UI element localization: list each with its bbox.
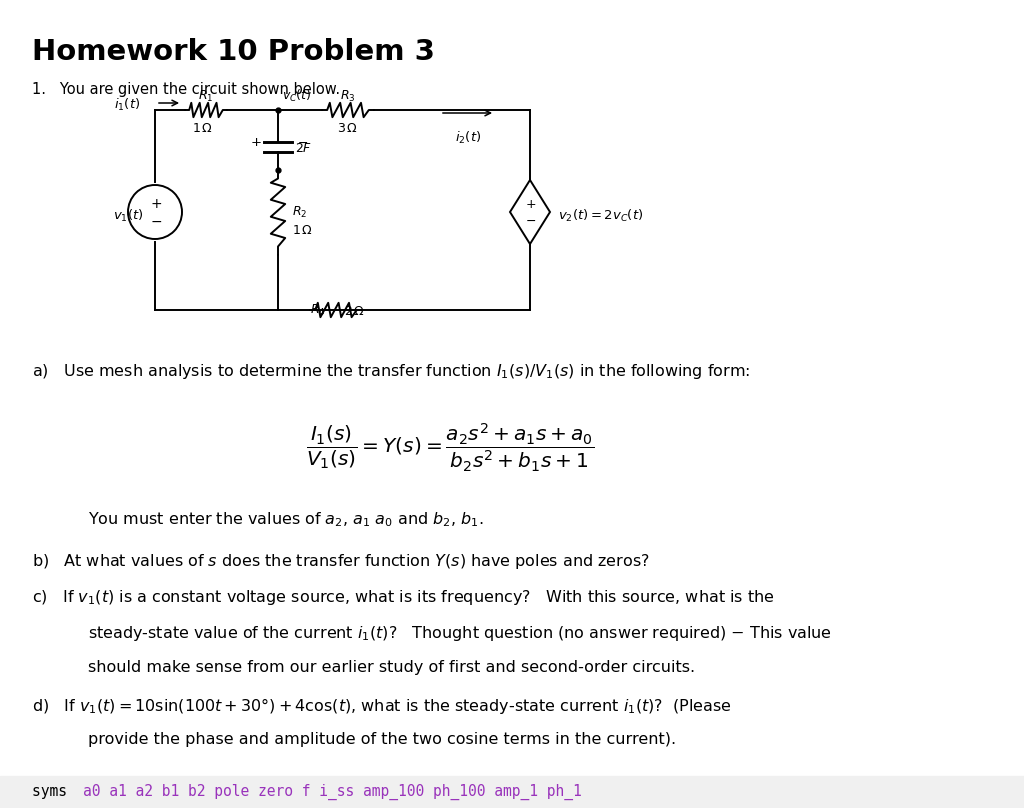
Text: $v_C(t)$: $v_C(t)$ [282,88,311,104]
Text: 1.   You are given the circuit shown below.: 1. You are given the circuit shown below… [32,82,340,97]
Text: should make sense from our earlier study of first and second-order circuits.: should make sense from our earlier study… [88,660,695,675]
Text: $2F$: $2F$ [295,142,312,155]
Text: a)   Use mesh analysis to determine the transfer function $I_1(s)/V_1(s)$ in the: a) Use mesh analysis to determine the tr… [32,362,750,381]
Text: syms: syms [32,784,76,799]
Text: a0 a1 a2 b1 b2 pole zero f i_ss amp_100 ph_100 amp_1 ph_1: a0 a1 a2 b1 b2 pole zero f i_ss amp_100 … [83,784,582,800]
Text: −: − [525,214,537,228]
Text: $1\,\Omega$: $1\,\Omega$ [292,224,313,237]
Text: $R_1$: $R_1$ [199,89,214,104]
Text: d)   If $v_1(t) = 10\sin(100t + 30°) + 4\cos(t)$, what is the steady-state curre: d) If $v_1(t) = 10\sin(100t + 30°) + 4\c… [32,696,732,716]
Text: $\dfrac{I_1(s)}{V_1(s)} = Y(s) = \dfrac{a_2 s^2 + a_1 s + a_0}{b_2 s^2 + b_1 s +: $\dfrac{I_1(s)}{V_1(s)} = Y(s) = \dfrac{… [306,422,594,474]
Bar [0,776,1024,808]
Text: $1\,\Omega$: $1\,\Omega$ [193,122,214,135]
Text: $i_1(t)$: $i_1(t)$ [114,97,140,113]
Text: $i_2(t)$: $i_2(t)$ [455,130,481,146]
Text: $R_2$: $R_2$ [292,205,307,220]
Text: Homework 10 Problem 3: Homework 10 Problem 3 [32,38,435,66]
Text: steady-state value of the current $i_1(t)$?   Thought question (no answer requir: steady-state value of the current $i_1(t… [88,624,831,643]
Text: $v_1(t)$: $v_1(t)$ [113,208,143,224]
Text: $3\,\Omega$: $3\,\Omega$ [338,122,358,135]
Text: $R_3$: $R_3$ [340,89,355,104]
Text: −: − [151,215,162,229]
Text: b)   At what values of $s$ does the transfer function $Y(s)$ have poles and zero: b) At what values of $s$ does the transf… [32,552,650,571]
Text: −: − [298,137,308,149]
Text: provide the phase and amplitude of the two cosine terms in the current).: provide the phase and amplitude of the t… [88,732,676,747]
Text: +: + [251,137,261,149]
Text: $v_2(t) = 2v_C(t)$: $v_2(t) = 2v_C(t)$ [558,208,643,224]
Text: c)   If $v_1(t)$ is a constant voltage source, what is its frequency?   With thi: c) If $v_1(t)$ is a constant voltage sou… [32,588,775,607]
Text: $2\,\Omega$: $2\,\Omega$ [344,305,366,318]
Text: +: + [151,197,162,211]
Text: $R_4$: $R_4$ [310,303,326,318]
Text: You must enter the values of $a_2$, $a_1$ $a_0$ and $b_2$, $b_1$.: You must enter the values of $a_2$, $a_1… [88,510,483,528]
Text: +: + [525,199,537,212]
